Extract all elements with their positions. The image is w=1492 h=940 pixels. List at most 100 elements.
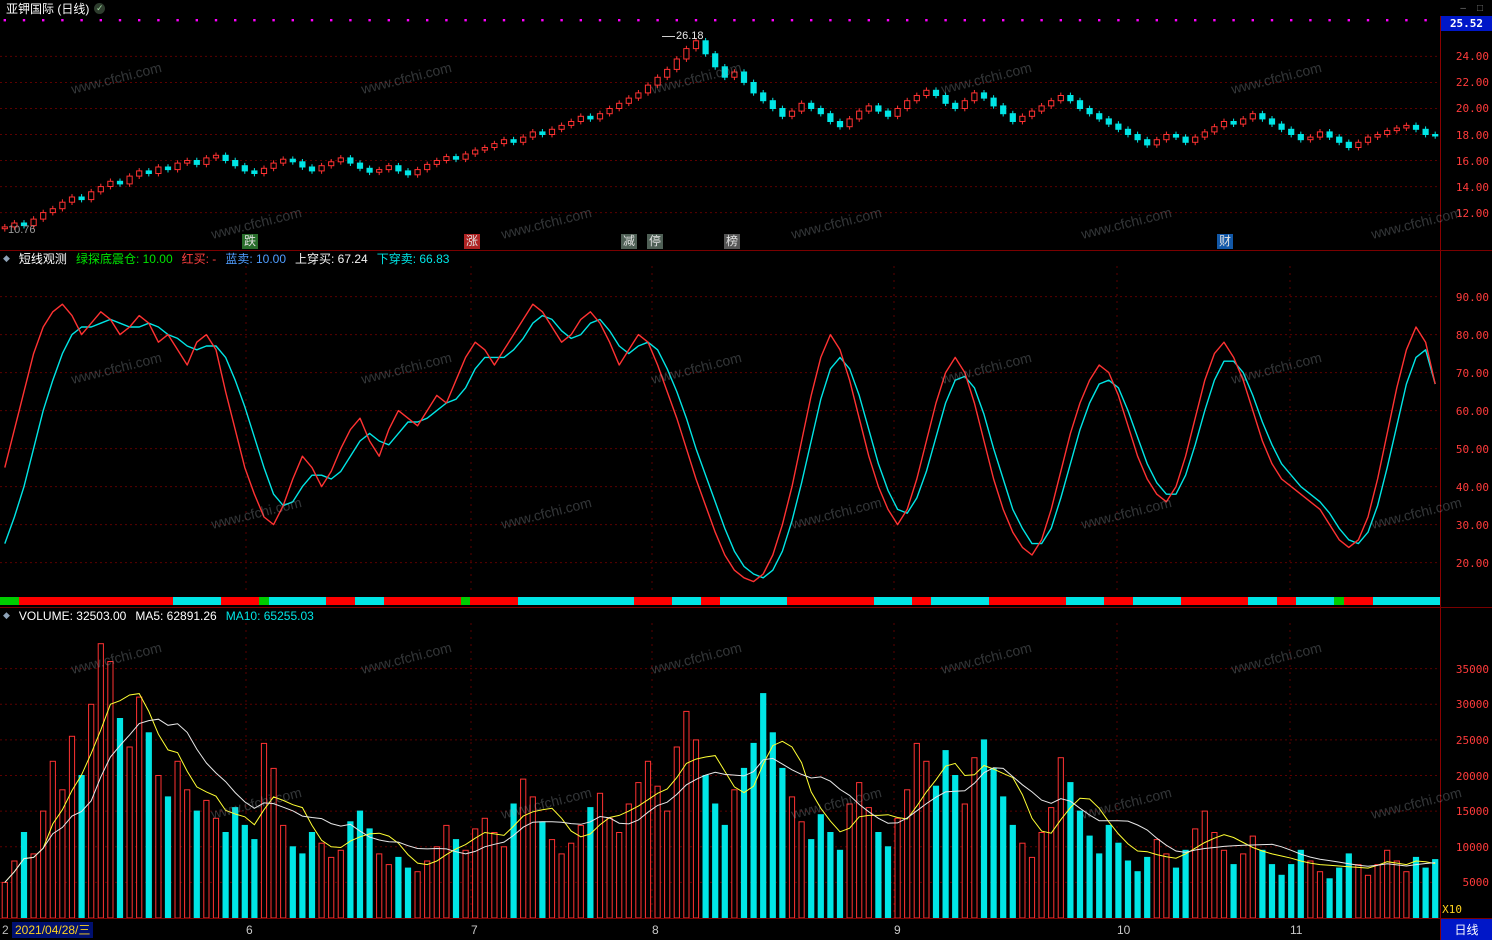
indicator-line-chart[interactable] [0,266,1440,597]
header-text: 下穿卖: 66.83 [376,252,450,266]
month-tick-label: 7 [471,923,478,937]
signal-segment [1372,597,1440,605]
volume-tick-label: 35000 [1455,663,1489,676]
signal-segment [1132,597,1181,605]
candlestick-chart[interactable] [0,16,1440,250]
window-title: 亚钾国际 (日线) [6,1,90,16]
signal-segment [1334,597,1344,605]
indicator-tick-label: 60.00 [1455,405,1489,418]
signal-segment [220,597,260,605]
signal-segment [671,597,701,605]
header-text: MA5: 62891.26 [135,608,217,623]
header-text: 绿探底震仓: 10.00 [75,252,173,266]
price-tick-label: 24.00 [1455,50,1489,63]
signal-segment [1344,597,1373,605]
signal-segment [1104,597,1133,605]
hot-tag[interactable]: 涨 [464,234,481,249]
hot-tag[interactable]: 停 [647,234,664,249]
main-price-panel: 26.18 10.76 跌 涨 减停 榜 财 25.52 24.00 22.00 20.00… [0,16,1492,250]
signal-segment [1276,597,1296,605]
signal-segment [383,597,461,605]
indicator-header: ◆ 短线观测 绿探底震仓: 10.00 红买: - 蓝卖: 10.00 上穿买: 67.2… [3,251,449,266]
title-bar: 亚钾国际 (日线) ✓ – □ [0,0,1492,16]
indicator-tick-label: 80.00 [1455,329,1489,342]
indicator-tick-label: 30.00 [1455,519,1489,532]
signal-segment [172,597,221,605]
price-tick-label: 16.00 [1455,155,1489,168]
month-tick-label: 10 [1117,923,1131,937]
volume-tick-label: 15000 [1455,805,1489,818]
month-tick-label: 6 [246,923,253,937]
signal-segment [912,597,932,605]
volume-bar-chart[interactable] [0,623,1440,918]
volume-tick-label: 30000 [1455,698,1489,711]
peak-leader-line [662,36,675,37]
signal-segment [355,597,384,605]
header-text: 蓝卖: 10.00 [225,252,287,266]
signal-segment [1296,597,1335,605]
indicator-tick-label: 70.00 [1455,367,1489,380]
title-badge-icon: ✓ [94,2,106,14]
hot-tag[interactable]: 榜 [724,234,741,249]
signal-segment [326,597,356,605]
indicator-tick-label: 20.00 [1455,557,1489,570]
indicator-chart-zone[interactable]: ◆ 短线观测 绿探底震仓: 10.00 红买: - 蓝卖: 10.00 上穿买: 67.2… [0,251,1440,607]
date-label: 2021/04/28/三 [12,922,94,938]
price-tick-label: 12.00 [1455,207,1489,220]
indicator-tick-label: 50.00 [1455,443,1489,456]
volume-unit-label: X10 [1442,903,1462,916]
price-tick-label: 14.00 [1455,181,1489,194]
signal-segment [873,597,912,605]
low-price-annotation: 10.76 [8,224,36,236]
period-button[interactable]: 日线 [1440,919,1492,940]
status-bar: 2 2021/04/28/三 日线 6 7 8 9 10 11 [0,918,1492,940]
candlestick-chart-zone[interactable]: 26.18 10.76 跌 涨 减停 榜 财 [0,16,1440,250]
signal-segment [1180,597,1248,605]
signal-segment [0,597,20,605]
signal-segment [700,597,720,605]
price-tick-label: 20.00 [1455,102,1489,115]
signal-segment [787,597,874,605]
header-text: 上穿买: 67.24 [295,252,368,266]
header-text: MA10: 65255.03 [225,608,314,623]
header-text: 短线观测 [18,252,67,266]
volume-tick-label: 5000 [1462,876,1490,889]
maximize-icon[interactable]: □ [1476,2,1483,14]
signal-segment [719,597,788,605]
volume-axis: X10 35000 30000 25000 20000 15000 10000 5000 [1440,608,1492,918]
signal-segment [19,597,173,605]
clipped-month-label: 2 [2,923,9,937]
volume-header: ◆ VOLUME: 32503.00 MA5: 62891.26 MA10: 6525… [3,608,314,623]
price-tick-label: 22.00 [1455,76,1489,89]
peak-price-annotation: 26.18 [676,30,704,42]
signal-segment [633,597,672,605]
month-tick-label: 8 [652,923,659,937]
volume-chart-zone[interactable]: ◆ VOLUME: 32503.00 MA5: 62891.26 MA10: 6525… [0,608,1440,918]
scale-top-price: 25.52 [1441,16,1492,31]
indicator-tick-label: 40.00 [1455,481,1489,494]
signal-segment [1248,597,1277,605]
month-tick-label: 9 [894,923,901,937]
price-tick-label: 18.00 [1455,129,1489,142]
hot-tag[interactable]: 财 [1217,234,1234,249]
signal-strip [0,595,1440,607]
hot-tag[interactable]: 减 [621,234,638,249]
signal-segment [518,597,634,605]
signal-segment [259,597,269,605]
panel-marker-icon: ◆ [3,253,10,263]
signal-segment [931,597,989,605]
volume-tick-label: 20000 [1455,770,1489,783]
minimize-icon[interactable]: – [1460,2,1466,14]
indicator-tick-label: 90.00 [1455,291,1489,304]
signal-segment [470,597,519,605]
signal-segment [988,597,1066,605]
signal-segment [1065,597,1104,605]
header-text: 红买: - [181,252,217,266]
volume-tick-label: 10000 [1455,841,1489,854]
volume-panel: ◆ VOLUME: 32503.00 MA5: 62891.26 MA10: 6525… [0,608,1492,918]
header-text: VOLUME: 32503.00 [18,608,127,623]
hot-tag[interactable]: 跌 [242,234,259,249]
price-axis: 25.52 24.00 22.00 20.00 18.00 16.00 14.00 12.0… [1440,16,1492,250]
indicator-axis: 90.00 80.00 70.00 60.00 50.00 40.00 30.00 20.00 [1440,251,1492,607]
